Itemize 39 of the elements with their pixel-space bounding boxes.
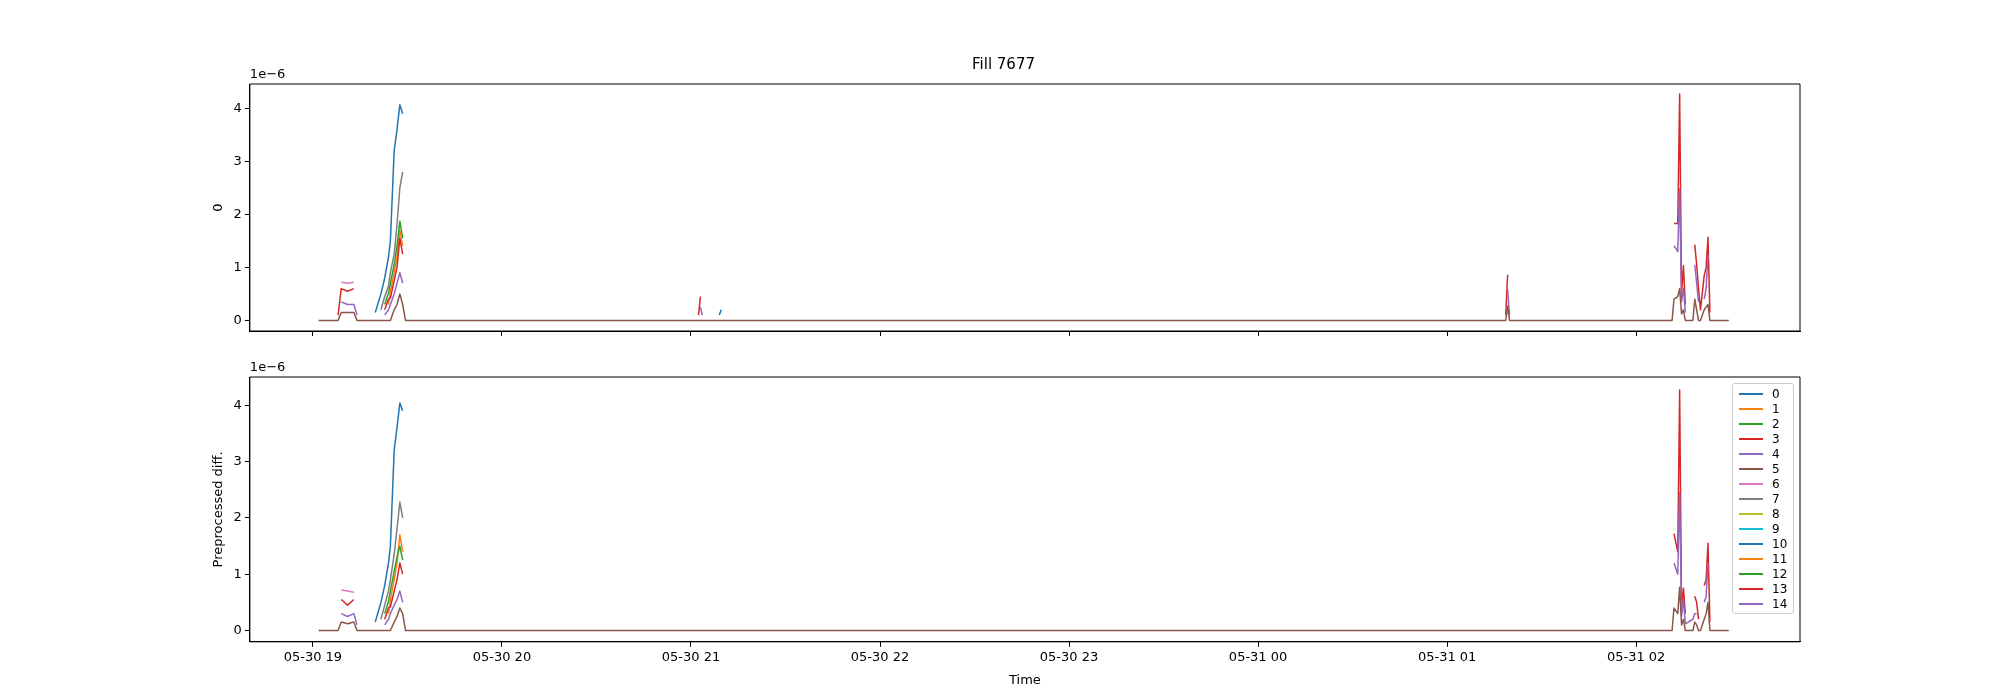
x-axis-title: Time xyxy=(1008,671,1041,687)
legend-label: 13 xyxy=(1772,581,1788,596)
y-tick-label: 1 xyxy=(233,565,242,581)
legend-label: 8 xyxy=(1772,506,1780,521)
legend-label: 6 xyxy=(1772,476,1780,491)
y-tick-label: 3 xyxy=(233,152,242,168)
legend-label: 3 xyxy=(1772,431,1780,446)
x-tick-label: 05-30 21 xyxy=(661,648,721,664)
legend-label: 12 xyxy=(1772,566,1788,581)
legend-label: 9 xyxy=(1772,521,1780,536)
y-tick-label: 1 xyxy=(233,258,242,274)
y-axis-title: 0 xyxy=(210,203,226,212)
x-tick-label: 05-31 01 xyxy=(1417,648,1477,664)
y-tick-label: 4 xyxy=(233,99,242,115)
y-tick-label: 2 xyxy=(233,509,242,525)
x-tick-label: 05-31 02 xyxy=(1606,648,1666,664)
y-tick-label: 0 xyxy=(233,311,242,327)
y-axis-title: Preprocessed diff. xyxy=(210,451,226,568)
legend-label: 10 xyxy=(1772,536,1788,551)
x-tick-label: 05-31 00 xyxy=(1228,648,1288,664)
legend-label: 14 xyxy=(1772,596,1788,611)
x-tick-label: 05-30 23 xyxy=(1039,648,1099,664)
legend-label: 7 xyxy=(1772,491,1780,506)
y-tick-label: 2 xyxy=(233,205,242,221)
legend-label: 11 xyxy=(1772,551,1788,566)
x-tick-label: 05-30 19 xyxy=(283,648,343,664)
y-tick-label: 0 xyxy=(233,621,242,637)
y-tick-label: 4 xyxy=(233,396,242,412)
text: 1e−6 xyxy=(249,65,286,81)
legend-label: 0 xyxy=(1772,386,1780,401)
text: 1e−6 xyxy=(249,358,286,374)
legend-label: 4 xyxy=(1772,446,1780,461)
chart-title: Fill 7677 xyxy=(972,54,1035,73)
legend-label: 2 xyxy=(1772,416,1780,431)
legend-label: 1 xyxy=(1772,401,1780,416)
x-tick-label: 05-30 22 xyxy=(850,648,910,664)
y-tick-label: 3 xyxy=(233,452,242,468)
legend-label: 5 xyxy=(1772,461,1780,476)
x-tick-label: 05-30 20 xyxy=(472,648,532,664)
